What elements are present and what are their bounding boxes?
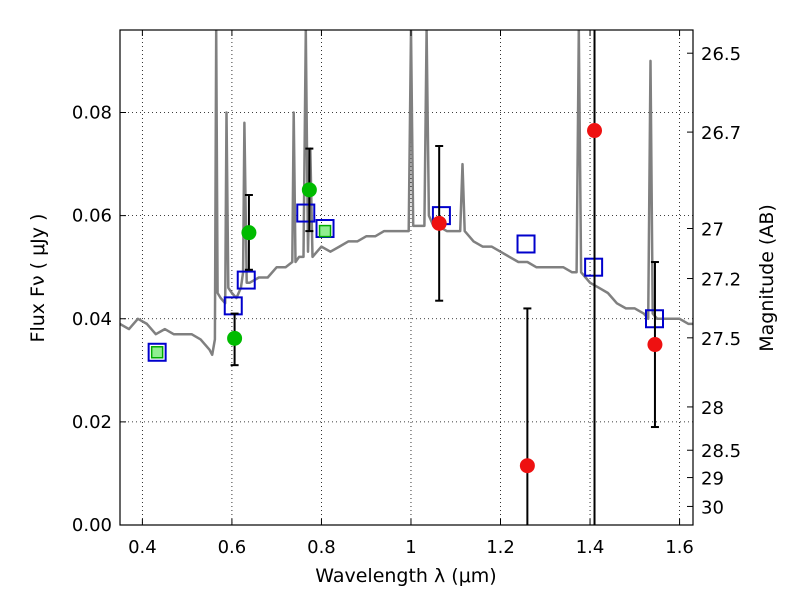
y-tick-label: 0.06 [72, 206, 112, 227]
red-point [431, 215, 447, 231]
x-tick-label: 1 [405, 537, 416, 558]
spectrum-line [120, 30, 693, 357]
y-right-tick-label: 26.5 [701, 44, 741, 65]
x-tick-label: 0.6 [218, 537, 247, 558]
y-right-tick-label: 27.2 [701, 270, 741, 291]
y-right-tick-label: 26.7 [701, 123, 741, 144]
x-tick-label: 1.4 [576, 537, 605, 558]
green-point [301, 182, 317, 198]
y-tick-label: 0.04 [72, 309, 112, 330]
y-tick-label: 0.08 [72, 103, 112, 124]
tick-layer: 0.4 0.6 0.8 1 1.2 1.4 1.6 0.00 0.02 0.04 0.06 0.08 2… [72, 30, 741, 558]
green-point [227, 330, 243, 346]
y-right-tick-label: 30 [701, 497, 724, 518]
model-square [147, 342, 167, 362]
grid [120, 30, 693, 526]
y-tick-label: 0.02 [72, 412, 112, 433]
plot-frame [119, 29, 694, 526]
y-axis-right-label: Magnitude (AB) [756, 204, 778, 352]
y-right-tick-label: 29 [701, 469, 724, 490]
y-right-tick-label: 27.5 [701, 329, 741, 350]
x-axis-label: Wavelength λ (μm) [315, 565, 496, 587]
red-point [647, 337, 663, 353]
green-point [241, 225, 257, 241]
x-tick-label: 1.2 [486, 537, 515, 558]
model-square [236, 270, 256, 290]
y-axis-label: Flux Fν ( μJy ) [27, 214, 49, 343]
small-square [318, 224, 332, 238]
x-tick-label: 0.4 [128, 537, 157, 558]
small-square [150, 346, 164, 359]
errorbar-layer [227, 30, 663, 525]
y-tick-label: 0.00 [72, 515, 112, 536]
model-square [516, 234, 536, 254]
plot-area [120, 30, 693, 525]
y-right-tick-label: 28 [701, 398, 724, 419]
y-right-tick-label: 28.5 [701, 441, 741, 462]
red-point [587, 123, 603, 139]
x-tick-label: 1.6 [665, 537, 694, 558]
model-square [296, 203, 316, 223]
red-point [519, 458, 535, 474]
y-right-tick-label: 27 [701, 220, 724, 241]
x-tick-label: 0.8 [307, 537, 336, 558]
